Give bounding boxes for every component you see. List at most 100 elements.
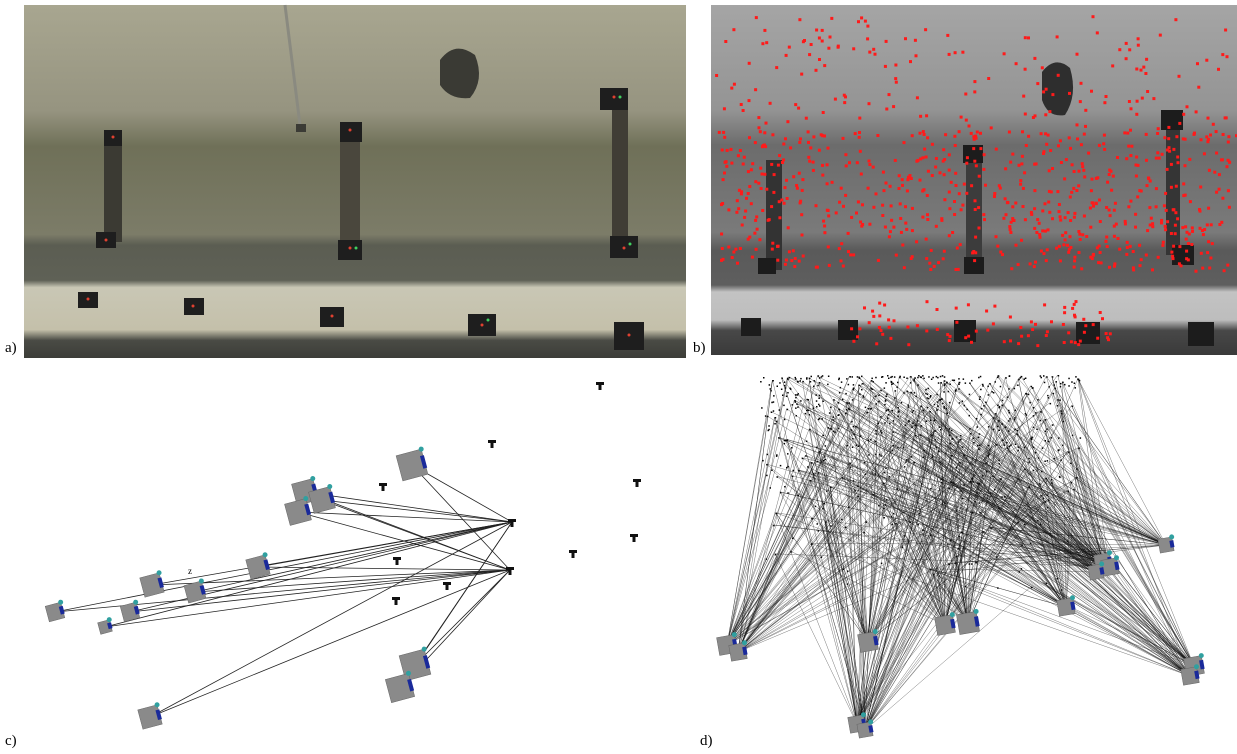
sparse-point [783, 405, 785, 407]
feature-point [757, 182, 760, 185]
feature-point [1064, 238, 1067, 241]
feature-point [874, 53, 877, 56]
sparse-point [980, 376, 982, 378]
feature-point [1034, 323, 1037, 326]
feature-point [882, 171, 885, 174]
feature-point [1011, 153, 1014, 156]
feature-point [978, 227, 981, 230]
feature-point [1197, 86, 1200, 89]
sparse-point [1080, 437, 1082, 439]
feature-point [748, 136, 751, 139]
sparse-point [1000, 386, 1002, 388]
feature-point [1199, 210, 1202, 213]
feature-point [1105, 236, 1108, 239]
feature-point [1022, 205, 1025, 208]
sparse-point [1041, 377, 1043, 379]
feature-point [926, 194, 929, 197]
feature-point [838, 201, 841, 204]
feature-point [758, 126, 761, 129]
feature-point [934, 166, 937, 169]
sparse-point [773, 410, 775, 412]
feature-point [1099, 251, 1102, 254]
ray [941, 382, 1191, 676]
feature-point [1172, 208, 1175, 211]
feature-point [751, 256, 754, 259]
feature-point [750, 168, 753, 171]
feature-point [798, 141, 801, 144]
sparse-point [787, 392, 789, 394]
feature-point [1036, 218, 1039, 221]
feature-point [1118, 248, 1121, 251]
feature-point [753, 232, 756, 235]
sparse-point [1002, 400, 1004, 402]
feature-point [1164, 228, 1167, 231]
sparse-point [780, 465, 782, 467]
feature-point [792, 175, 795, 178]
feature-point [1106, 181, 1109, 184]
feature-point [842, 137, 845, 140]
feature-point [771, 248, 774, 251]
feature-point [1022, 187, 1025, 190]
feature-point [983, 218, 986, 221]
feature-point [1058, 210, 1061, 213]
feature-point [1207, 117, 1210, 120]
feature-point [868, 160, 871, 163]
feature-point [1039, 236, 1042, 239]
feature-point [1077, 184, 1080, 187]
feature-point [1195, 110, 1198, 113]
feature-point [910, 257, 913, 260]
feature-point [1068, 92, 1071, 95]
feature-point [995, 235, 998, 238]
feature-point [1223, 269, 1226, 272]
feature-point [1138, 244, 1141, 247]
feature-point [798, 172, 801, 175]
feature-point [926, 300, 929, 303]
feature-point [1045, 259, 1048, 262]
feature-point [867, 187, 870, 190]
feature-point [1114, 202, 1117, 205]
feature-point [795, 184, 798, 187]
feature-point [722, 258, 725, 261]
feature-point [1056, 35, 1059, 38]
feature-point [734, 248, 737, 251]
ray [150, 522, 512, 717]
feature-point [1206, 223, 1209, 226]
feature-point [1027, 36, 1030, 39]
feature-point [1073, 212, 1076, 215]
feature-point [899, 202, 902, 205]
sparse-point [954, 380, 956, 382]
feature-point [1005, 213, 1008, 216]
feature-point [1152, 97, 1155, 100]
feature-point [924, 28, 927, 31]
feature-point [868, 51, 871, 54]
panel-label: d) [700, 733, 713, 749]
feature-point [964, 336, 967, 339]
feature-point [866, 25, 869, 28]
feature-point [984, 184, 987, 187]
feature-point [946, 34, 949, 37]
axis-label: z [188, 566, 192, 576]
feature-point [1149, 180, 1152, 183]
feature-point [1224, 29, 1227, 32]
camera [395, 446, 430, 481]
feature-point [871, 310, 874, 313]
feature-point [1044, 113, 1047, 116]
feature-point [1132, 268, 1135, 271]
sparse-point [817, 385, 819, 387]
feature-point [1193, 133, 1196, 136]
feature-point [925, 257, 928, 260]
feature-point [1208, 169, 1211, 172]
feature-point [1087, 152, 1090, 155]
feature-point [995, 148, 998, 151]
feature-point [1024, 36, 1027, 39]
feature-point [1082, 318, 1085, 321]
feature-point [907, 176, 910, 179]
feature-point [770, 163, 773, 166]
feature-point [741, 224, 744, 227]
feature-point [1038, 222, 1041, 225]
feature-point [742, 163, 745, 166]
feature-point [1047, 228, 1050, 231]
feature-point [831, 181, 834, 184]
feature-point [1188, 158, 1191, 161]
feature-point [1068, 136, 1071, 139]
